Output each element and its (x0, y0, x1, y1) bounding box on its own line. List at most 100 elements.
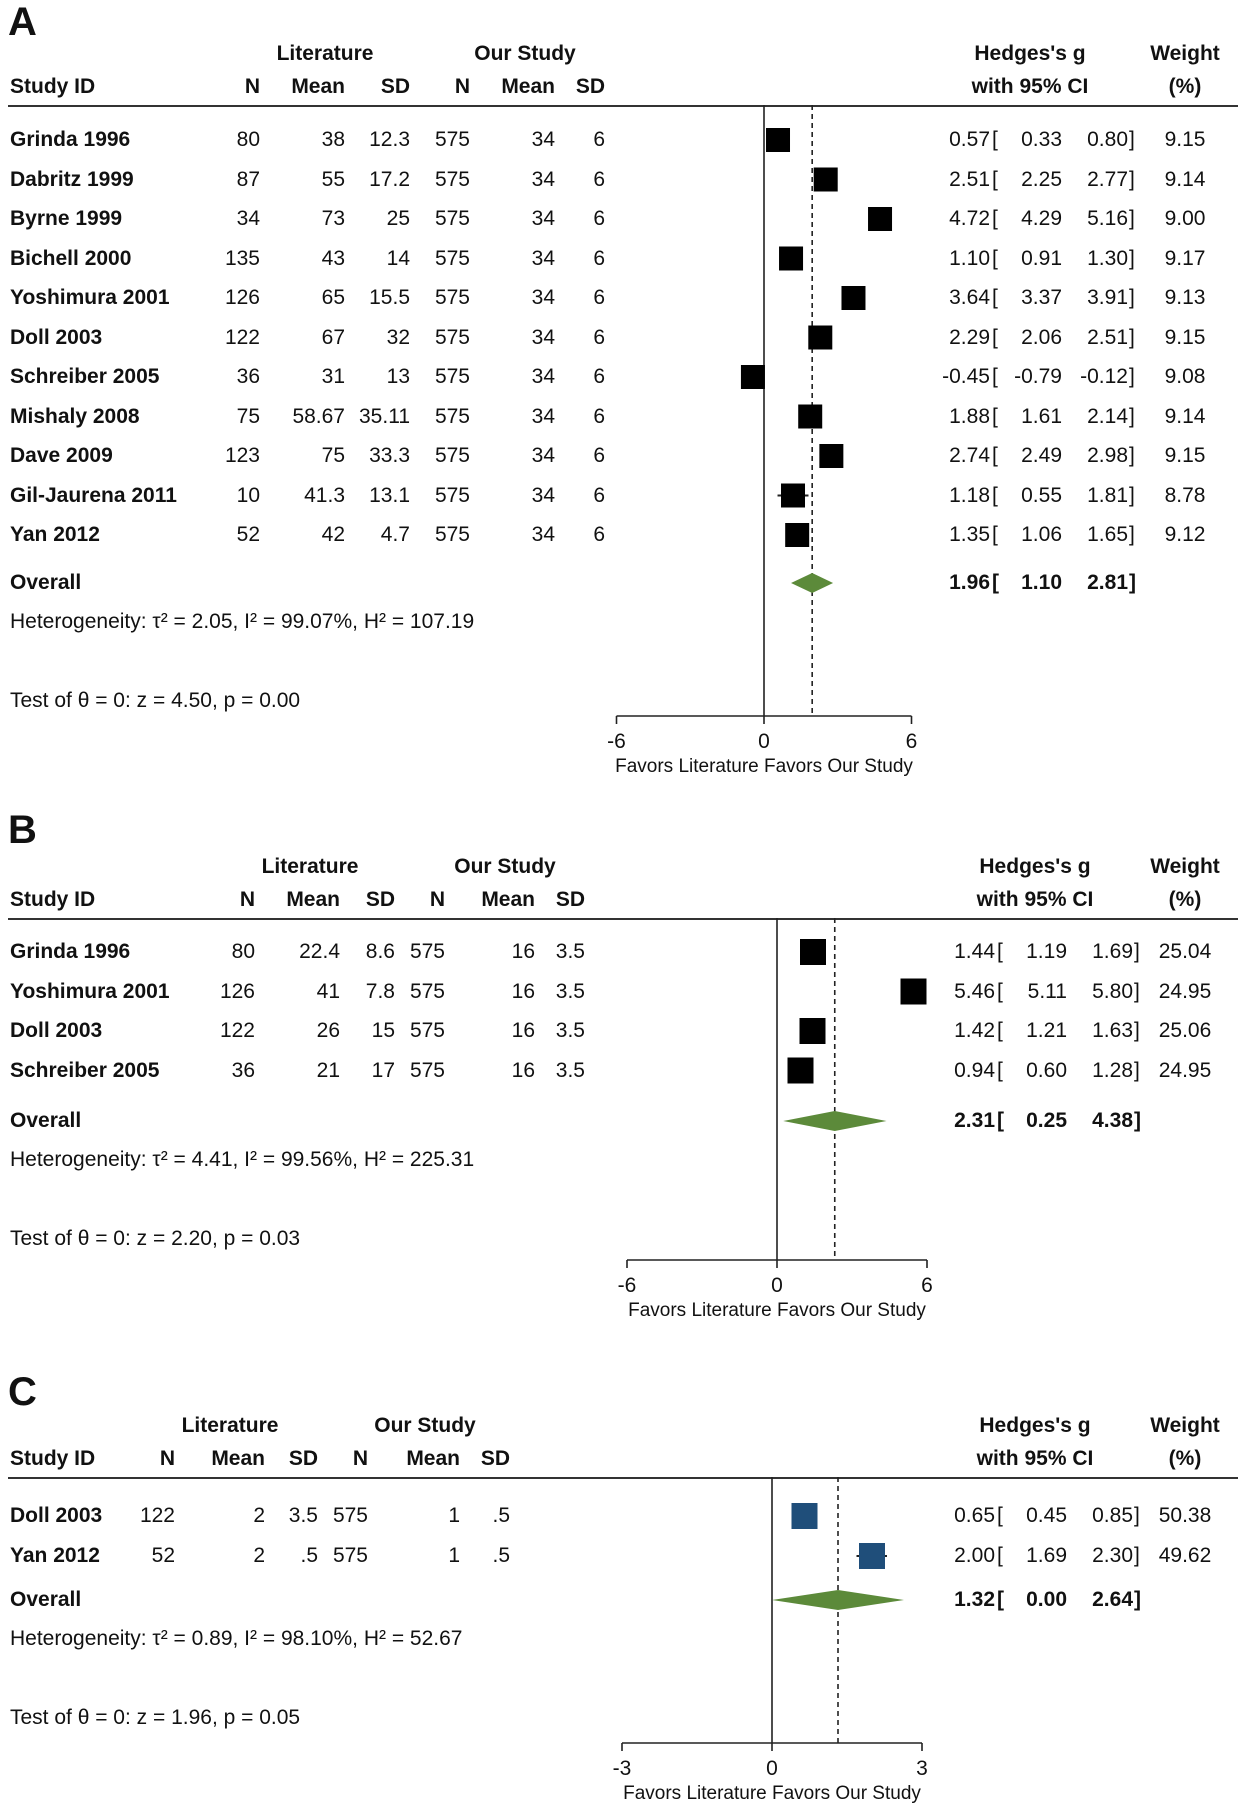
our-sd-header: SD (575, 75, 605, 98)
ci-open-bracket: [ (997, 940, 1003, 963)
lit-mean-value: 31 (321, 365, 345, 388)
our-n-value: 575 (434, 128, 470, 151)
lit-mean-header: Mean (211, 1447, 265, 1470)
weight-header-line2: (%) (1168, 888, 1202, 911)
effect-size-value: 0.57 (949, 128, 990, 151)
lit-sd-value: 17.2 (369, 167, 410, 191)
weight-value: 8.78 (1164, 483, 1206, 507)
weight-value: 24.95 (1158, 979, 1212, 1003)
ci-close-bracket: ] (1134, 1504, 1140, 1527)
our-n-value: 575 (434, 523, 470, 546)
study-effect-marker (841, 286, 866, 310)
ci-open-bracket: [ (992, 444, 998, 467)
ci-lower-value: 1.21 (1026, 1019, 1067, 1042)
lit-mean-value: 65 (321, 286, 345, 309)
lit-sd-value: 25 (386, 207, 410, 230)
effect-header-line1: Hedges's g (979, 855, 1091, 878)
ci-close-bracket: ] (1129, 286, 1135, 309)
lit-n-value: 87 (236, 167, 260, 191)
lit-n-value: 123 (224, 444, 260, 467)
ci-lower-value: 0.55 (1021, 483, 1062, 507)
x-axis-tick-label: -6 (607, 730, 626, 753)
study-effect-marker (819, 444, 844, 468)
overall-diamond (772, 1590, 904, 1610)
lit-sd-value: 33.3 (369, 444, 410, 467)
study-effect-marker (779, 246, 804, 271)
header-divider (8, 105, 1238, 107)
overall-effect-value: 1.32 (954, 1588, 995, 1611)
ci-open-bracket: [ (992, 571, 999, 594)
effect-size-value: 1.88 (949, 404, 990, 428)
effect-header-line1: Hedges's g (974, 42, 1086, 65)
lit-n-value: 36 (231, 1058, 255, 1082)
study-effect-marker (800, 939, 826, 965)
test-text: Test of θ = 0: z = 4.50, p = 0.00 (10, 689, 301, 712)
lit-sd-value: 12.3 (369, 128, 410, 151)
effect-size-value: 3.64 (949, 286, 990, 309)
ci-upper-value: 2.98 (1087, 444, 1128, 467)
ci-lower-value: 0.60 (1026, 1058, 1067, 1082)
x-axis-tick-label: 0 (758, 730, 770, 753)
forest-plot-b: B Literature Our Study Study ID N Mean S… (0, 808, 1246, 1348)
our-mean-header: Mean (406, 1447, 460, 1470)
forest-plot-area: -6 0 6 Favors Literature Favors Our Study (607, 105, 917, 777)
x-axis-tick-label: 6 (921, 1274, 933, 1297)
study-id: Mishaly 2008 (10, 404, 140, 428)
ci-lower-value: 2.06 (1021, 325, 1062, 349)
overall-label: Overall (10, 571, 82, 594)
ci-lower-value: 0.45 (1026, 1504, 1067, 1527)
weight-value: 50.38 (1158, 1504, 1212, 1527)
study-id: Doll 2003 (10, 1019, 103, 1042)
study-id-header: Study ID (10, 888, 96, 911)
our-n-header: N (454, 75, 470, 98)
ci-lower-value: 1.61 (1021, 404, 1062, 428)
lit-mean-value: 38 (321, 128, 345, 151)
lit-mean-value: 2 (253, 1504, 265, 1527)
lit-mean-value: 75 (321, 444, 345, 467)
our-mean-value: 34 (531, 246, 555, 270)
our-sd-value: .5 (492, 1504, 510, 1527)
ci-close-bracket: ] (1134, 979, 1140, 1003)
ci-upper-value: 3.91 (1087, 286, 1128, 309)
our-sd-header: SD (555, 888, 585, 911)
our-n-value: 575 (434, 483, 470, 507)
study-id: Byrne 1999 (10, 207, 123, 230)
ci-upper-value: 0.80 (1087, 128, 1128, 151)
lit-sd-value: .5 (300, 1544, 318, 1567)
our-sd-value: 6 (593, 404, 605, 428)
our-n-value: 575 (434, 246, 470, 270)
study-effect-marker (785, 523, 810, 547)
our-sd-value: 6 (593, 207, 605, 230)
ci-open-bracket: [ (997, 1058, 1003, 1082)
study-effect-marker (791, 1503, 818, 1529)
lit-n-value: 126 (224, 286, 260, 309)
ci-close-bracket: ] (1129, 523, 1135, 546)
our-mean-value: 1 (448, 1504, 460, 1527)
forest-plot-area: -6 0 6 Favors Literature Favors Our Study (618, 918, 933, 1321)
our-n-value: 575 (409, 1019, 445, 1042)
our-sd-value: 6 (593, 325, 605, 349)
ci-close-bracket: ] (1134, 1058, 1140, 1082)
our-sd-value: 3.5 (555, 1019, 585, 1042)
lit-n-value: 135 (224, 246, 260, 270)
ci-upper-value: 2.77 (1087, 167, 1128, 191)
our-mean-value: 34 (531, 483, 555, 507)
effect-header-line2: with 95% CI (971, 75, 1089, 98)
ci-close-bracket: ] (1129, 128, 1135, 151)
ci-close-bracket: ] (1129, 444, 1135, 467)
ci-open-bracket: [ (997, 1504, 1003, 1527)
study-id: Schreiber 2005 (10, 1058, 160, 1082)
ci-open-bracket: [ (992, 483, 998, 507)
our-sd-value: 6 (593, 128, 605, 151)
our-mean-value: 34 (531, 325, 555, 349)
ci-upper-value: 1.63 (1092, 1019, 1133, 1042)
test-text: Test of θ = 0: z = 1.96, p = 0.05 (10, 1706, 301, 1729)
our-mean-value: 16 (511, 979, 535, 1003)
ci-open-bracket: [ (992, 404, 998, 428)
overall-ci-lower: 0.00 (1026, 1588, 1067, 1611)
lit-mean-header: Mean (291, 75, 345, 98)
effect-size-value: 2.00 (954, 1544, 995, 1567)
effect-size-value: 4.72 (949, 207, 990, 230)
study-id: Grinda 1996 (10, 128, 131, 151)
our-n-header: N (352, 1447, 368, 1470)
